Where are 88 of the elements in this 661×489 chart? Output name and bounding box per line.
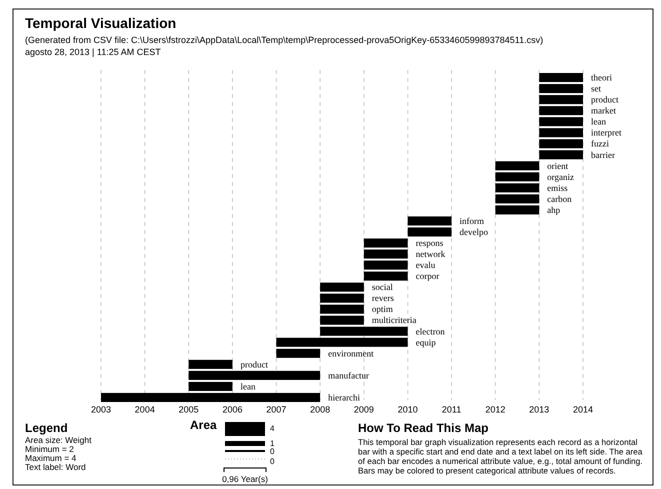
bar <box>320 282 364 292</box>
text: 0 <box>270 447 275 456</box>
x-tick-label: 2011 <box>442 404 462 414</box>
y-tick-label: barrier <box>591 150 615 160</box>
bar <box>495 161 540 170</box>
text: Area <box>190 418 218 432</box>
bar <box>408 227 452 237</box>
bar <box>188 382 232 391</box>
y-tick-label: orient <box>547 160 569 171</box>
y-tick-label: environment <box>328 348 374 358</box>
y-tick-label: develpo <box>460 226 489 237</box>
bar <box>539 139 583 148</box>
x-tick-label: 2008 <box>310 404 330 414</box>
y-tick-label: product <box>240 359 268 370</box>
text: How To Read This Map <box>358 421 488 435</box>
bar <box>320 326 408 336</box>
text: 1 <box>270 439 275 448</box>
bar <box>495 205 540 214</box>
bar <box>364 260 408 270</box>
text: Legend <box>25 421 68 435</box>
y-tick-label: revers <box>372 293 394 304</box>
y-tick-label: product <box>591 94 619 105</box>
y-tick-label: interpret <box>591 128 622 138</box>
bar <box>495 183 540 192</box>
y-tick-label: carbon <box>547 194 572 204</box>
x-tick-label: 2009 <box>354 404 374 414</box>
bar <box>408 216 452 226</box>
chart-title: Temporal Visualization <box>25 15 176 31</box>
x-tick-label: 2014 <box>572 404 594 414</box>
bar <box>495 194 540 204</box>
text: Maximum = 4 <box>25 453 77 463</box>
y-tick-label: ahp <box>547 204 561 215</box>
y-tick-label: fuzzi <box>591 138 610 149</box>
bar <box>539 95 583 104</box>
text: 4 <box>270 424 275 433</box>
bar <box>539 117 583 126</box>
y-tick-label: network <box>416 249 446 260</box>
bar <box>320 304 364 314</box>
bar <box>539 84 583 94</box>
x-tick-label: 2007 <box>266 404 286 414</box>
bar <box>539 106 583 116</box>
bar <box>539 128 583 138</box>
bar <box>188 360 232 369</box>
text: 0 <box>270 457 275 466</box>
y-tick-label: organiz <box>547 172 574 182</box>
y-tick-label: electron <box>416 326 446 336</box>
text: 0,96 Year(s) <box>222 474 268 484</box>
y-tick-label: theori <box>591 72 612 83</box>
y-tick-label: multicriteria <box>372 315 416 326</box>
text: Text label: Word <box>25 462 86 472</box>
bar <box>364 238 408 248</box>
bar <box>276 338 408 347</box>
chart-subtitle: (Generated from CSV file: C:\Users\fstrozzi\AppData\Local\Temp\temp\Preprocessed-prova5OrigKey-6533460599893784511.csv) <box>25 35 544 45</box>
x-tick-label: 2013 <box>529 404 550 414</box>
text: Minimum = 2 <box>25 444 74 454</box>
bar <box>539 150 583 160</box>
bar <box>276 348 320 358</box>
bar <box>188 370 320 380</box>
y-tick-label: equip <box>416 337 436 348</box>
y-tick-label: lean <box>240 381 256 392</box>
text: This temporal bar graph visualization represents each record as a horizontal bar with a specific start and end date and a text label on its left side. The area of each bar encodes a numerical attribute value, e.g., total amount of funding. Bars may be colored to present categorical attribute values of records. <box>358 437 643 476</box>
y-tick-label: manufactur <box>328 370 370 380</box>
x-tick-label: 2004 <box>134 404 155 414</box>
y-tick-label: market <box>591 106 616 116</box>
y-tick-label: lean <box>591 116 606 127</box>
bar <box>495 172 540 182</box>
text: agosto 28, 2013 | 11:25 AM CEST <box>25 47 162 57</box>
bar <box>539 73 583 82</box>
x-tick-label: 2012 <box>485 404 506 414</box>
x-tick-label: 2003 <box>90 404 112 414</box>
y-tick-label: emiss <box>547 182 568 193</box>
y-tick-label: hierarchi <box>328 392 361 402</box>
y-tick-label: evalu <box>416 260 436 270</box>
y-tick-label: set <box>591 84 602 94</box>
y-tick-label: social <box>372 282 394 292</box>
y-tick-label: optim <box>372 304 393 314</box>
bar <box>101 392 320 402</box>
x-tick-label: 2006 <box>222 404 242 414</box>
x-tick-label: 2005 <box>178 404 199 414</box>
bar <box>320 294 364 303</box>
y-tick-label: corpor <box>416 271 440 282</box>
bar <box>364 272 408 281</box>
x-tick-label: 2010 <box>398 404 418 414</box>
bar <box>320 316 364 325</box>
bar <box>364 250 408 259</box>
y-tick-label: respons <box>416 238 444 248</box>
text: Area size: Weight <box>25 435 92 445</box>
y-tick-label: inform <box>460 216 484 226</box>
